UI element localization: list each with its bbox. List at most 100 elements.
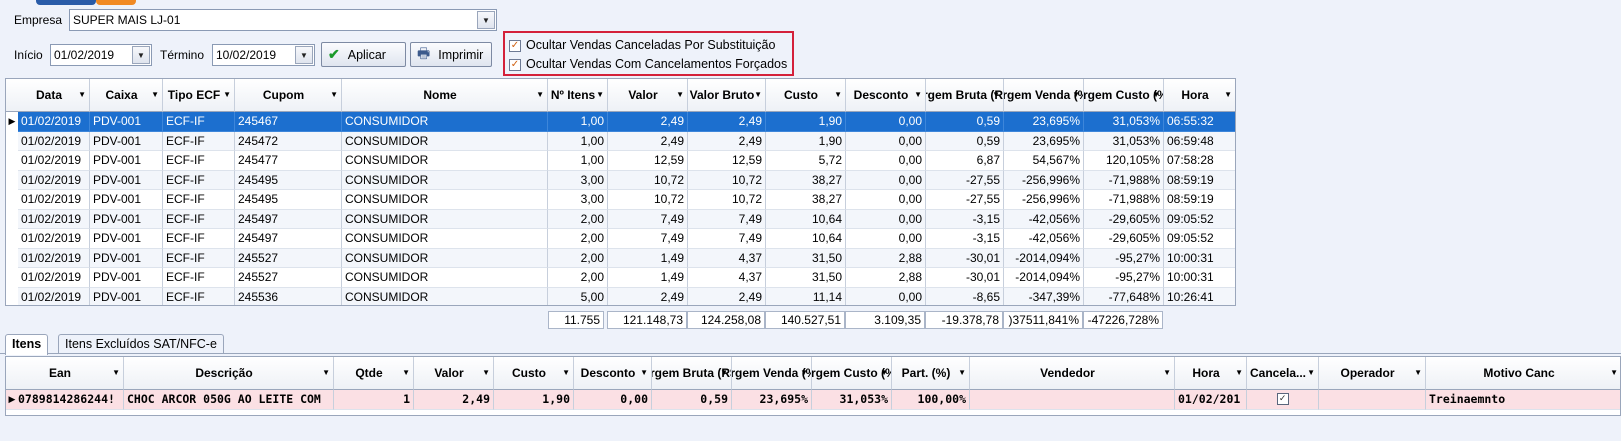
column-header[interactable]: Cancela... ▼ [1247,357,1319,390]
tab-itens-excluidos[interactable]: Itens Excluídos SAT/NFC-e [58,334,224,354]
chevron-down-icon[interactable]: ▼ [477,11,495,29]
column-header[interactable]: Hora ▼ [1164,79,1235,112]
chevron-down-icon[interactable]: ▼ [640,368,648,377]
chevron-down-icon[interactable]: ▼ [914,90,922,99]
chevron-down-icon[interactable]: ▼ [720,368,728,377]
column-header[interactable]: Nº Itens ▼ [548,79,608,112]
imprimir-button[interactable]: 🖶 Imprimir [410,42,492,67]
termino-label: Término [160,48,205,62]
column-header[interactable]: Cupom ▼ [235,79,342,112]
aplicar-button[interactable]: ✔ Aplicar [321,42,406,67]
column-header[interactable]: Margem Bruta (R$)▼ [652,357,732,390]
table-cell: 2,00 [548,268,608,288]
chk-canceladas[interactable]: ✓ Ocultar Vendas Canceladas Por Substitui… [509,38,775,52]
chevron-down-icon[interactable]: ▼ [1235,368,1243,377]
chevron-down-icon[interactable]: ▼ [223,90,231,99]
chevron-down-icon[interactable]: ▼ [330,90,338,99]
table-row[interactable]: 01/02/2019 PDV-001 ECF-IF 245472 CONSUMIDOR 1… [6,131,1235,151]
chk-forcados[interactable]: ✓ Ocultar Vendas Com Cancelamentos Forçad… [509,57,787,71]
table-row[interactable]: 01/02/2019 PDV-001 ECF-IF 245536 CONSUMIDOR 5… [6,287,1235,305]
table-cell: PDV-001 [90,248,163,268]
column-header[interactable]: Margem Bruta (R$)▼ [926,79,1004,112]
chevron-down-icon[interactable]: ▼ [295,46,313,64]
chevron-down-icon[interactable]: ▼ [132,46,150,64]
header-row: Ean ▼ Descrição ▼ Qtde ▼ Valor ▼ Custo ▼ Desconto ▼… [6,357,1620,390]
checkbox-checked-icon[interactable]: ✓ [509,39,521,52]
chevron-down-icon[interactable]: ▼ [1610,368,1618,377]
column-header[interactable]: Nome ▼ [342,79,548,112]
chevron-down-icon[interactable]: ▼ [402,368,410,377]
column-header[interactable]: Margem Custo (%)▼ [1084,79,1164,112]
checkbox-checked-icon[interactable]: ✓ [1276,393,1289,406]
chevron-down-icon[interactable]: ▼ [536,90,544,99]
column-header[interactable]: Ean ▼ [6,357,124,390]
column-header[interactable]: Operador ▼ [1319,357,1426,390]
column-header[interactable]: Part. (%) ▼ [892,357,970,390]
chevron-down-icon[interactable]: ▼ [958,368,966,377]
column-header[interactable]: Valor ▼ [608,79,688,112]
column-header[interactable]: Tipo ECF ▼ [163,79,235,112]
chevron-down-icon[interactable]: ▼ [754,90,762,99]
empresa-combo[interactable]: SUPER MAIS LJ-01 ▼ [69,9,497,31]
table-row[interactable]: 01/02/2019 PDV-001 ECF-IF 245495 CONSUMIDOR 3… [6,170,1235,190]
table-cell: 0,59 [926,112,1004,132]
termino-date-field[interactable]: 10/02/2019 ▼ [212,44,315,66]
column-header[interactable]: Desconto ▼ [574,357,652,390]
chevron-down-icon[interactable]: ▼ [322,368,330,377]
table-row[interactable]: 01/02/2019 PDV-001 ECF-IF 245497 CONSUMIDOR 2… [6,209,1235,229]
chevron-down-icon[interactable]: ▼ [562,368,570,377]
table-cell: 0,00 [846,209,926,229]
column-header-label: Operador [1340,366,1395,380]
chevron-down-icon[interactable]: ▼ [1163,368,1171,377]
column-header[interactable]: Hora ▼ [1175,357,1247,390]
column-header[interactable]: Valor ▼ [414,357,494,390]
table-cell: 245527 [235,248,342,268]
chevron-down-icon[interactable]: ▼ [596,90,604,99]
column-header[interactable]: Caixa ▼ [90,79,163,112]
column-header[interactable]: Motivo Canc ▼ [1426,357,1620,390]
chevron-down-icon[interactable]: ▼ [151,90,159,99]
chevron-down-icon[interactable]: ▼ [800,368,808,377]
sales-grid[interactable]: Data ▼ Caixa ▼ Tipo ECF ▼ Cupom ▼ Nome ▼ Nº Itens ▼… [5,78,1236,306]
chevron-down-icon[interactable]: ▼ [482,368,490,377]
tab-itens[interactable]: Itens [5,334,49,355]
column-header[interactable]: Custo ▼ [494,357,574,390]
column-header[interactable]: Custo ▼ [766,79,846,112]
table-cell: 10:00:31 [1164,248,1235,268]
column-header[interactable]: Valor Bruto ▼ [688,79,766,112]
chevron-down-icon[interactable]: ▼ [1307,368,1315,377]
column-header[interactable]: Data ▼ [18,79,90,112]
table-cell: 4,37 [688,268,766,288]
table-row[interactable]: 01/02/2019 PDV-001 ECF-IF 245497 CONSUMIDOR 2… [6,229,1235,249]
column-header[interactable]: Qtde ▼ [334,357,414,390]
chevron-down-icon[interactable]: ▼ [1224,90,1232,99]
table-row[interactable]: ▶ 01/02/2019 PDV-001 ECF-IF 245467 CONSUMIDOR… [6,112,1235,132]
chevron-down-icon[interactable]: ▼ [78,90,86,99]
table-row[interactable]: 01/02/2019 PDV-001 ECF-IF 245477 CONSUMIDOR 1… [6,151,1235,171]
chevron-down-icon[interactable]: ▼ [992,90,1000,99]
column-header[interactable]: Margem Venda (%)▼ [1004,79,1084,112]
chevron-down-icon[interactable]: ▼ [676,90,684,99]
column-header[interactable]: Margem Venda (%)▼ [732,357,812,390]
chevron-down-icon[interactable]: ▼ [1152,90,1160,99]
column-header[interactable]: Descrição ▼ [124,357,334,390]
check-icon: ✔ [328,46,340,62]
items-grid[interactable]: Ean ▼ Descrição ▼ Qtde ▼ Valor ▼ Custo ▼ Desconto ▼… [5,356,1621,416]
table-row[interactable]: 01/02/2019 PDV-001 ECF-IF 245527 CONSUMIDOR 2… [6,248,1235,268]
table-row[interactable]: 01/02/2019 PDV-001 ECF-IF 245527 CONSUMIDOR 2… [6,268,1235,288]
chevron-down-icon[interactable]: ▼ [1072,90,1080,99]
chevron-down-icon[interactable]: ▼ [834,90,842,99]
table-row[interactable]: 01/02/2019 PDV-001 ECF-IF 245495 CONSUMIDOR 3… [6,190,1235,210]
table-cell: -256,996% [1004,190,1084,210]
column-header-label: Valor [628,88,658,102]
chevron-down-icon[interactable]: ▼ [880,368,888,377]
column-header[interactable]: Desconto ▼ [846,79,926,112]
chevron-down-icon[interactable]: ▼ [1414,368,1422,377]
chevron-down-icon[interactable]: ▼ [112,368,120,377]
checkbox-checked-icon[interactable]: ✓ [509,58,521,71]
table-cell: 01/02/201 [1175,390,1247,410]
column-header[interactable]: Margem Custo (%)▼ [812,357,892,390]
column-header[interactable]: Vendedor ▼ [970,357,1175,390]
table-row[interactable]: 0789814286244! CHOC ARCOR 050G AO LEITE C… [6,390,1620,410]
inicio-date-field[interactable]: 01/02/2019 ▼ [50,44,152,66]
